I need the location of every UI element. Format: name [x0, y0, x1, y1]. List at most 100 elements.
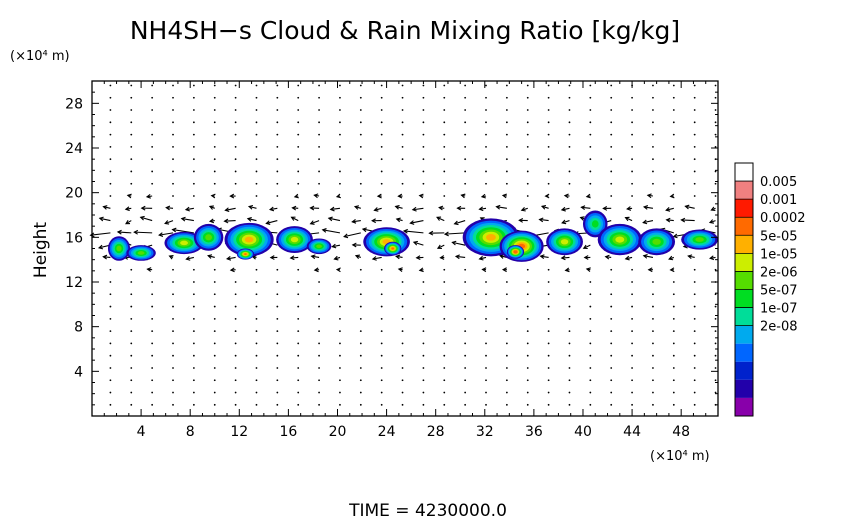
- wind-dot: [464, 305, 467, 308]
- wind-dot: [255, 281, 258, 283]
- wind-dot: [610, 367, 613, 369]
- wind-dot: [380, 317, 383, 320]
- wind-arrow: [352, 220, 361, 223]
- wind-dot: [255, 330, 258, 333]
- wind-dot: [109, 84, 112, 87]
- wind-dot: [130, 158, 133, 161]
- y-axis-unit: (×10⁴ m): [10, 49, 70, 64]
- y-tick-label: 16: [65, 230, 83, 246]
- wind-arrowhead: [395, 254, 401, 260]
- cloud-cell: [107, 236, 131, 261]
- wind-dot: [610, 133, 613, 136]
- wind-dot: [380, 121, 383, 124]
- cloud-contour: [205, 234, 213, 241]
- x-tick-label: 48: [672, 424, 690, 440]
- wind-dot: [568, 293, 571, 296]
- wind-dot: [255, 158, 258, 161]
- wind-dot: [109, 109, 112, 111]
- wind-dot: [568, 84, 571, 87]
- wind-dot: [234, 182, 237, 185]
- wind-dot: [276, 330, 279, 333]
- wind-arrow: [248, 205, 257, 209]
- wind-dot: [192, 330, 195, 333]
- wind-dot: [631, 182, 633, 185]
- wind-dot: [151, 293, 154, 296]
- wind-dot: [652, 109, 654, 111]
- wind-dot: [547, 170, 550, 173]
- wind-dot: [505, 133, 508, 136]
- wind-dot: [151, 109, 154, 111]
- wind-arrow: [562, 220, 570, 224]
- wind-arrowhead: [268, 206, 275, 212]
- wind-dot: [318, 403, 320, 406]
- wind-dot: [652, 391, 654, 394]
- wind-arrowhead: [495, 204, 501, 210]
- wind-dot: [276, 293, 279, 296]
- wind-dot: [568, 96, 571, 99]
- wind-dot: [213, 305, 216, 308]
- wind-arrowhead: [331, 243, 337, 249]
- wind-dot: [213, 170, 216, 173]
- wind-dot: [526, 342, 529, 345]
- wind-dot: [130, 379, 133, 382]
- cloud-contour: [485, 233, 496, 241]
- wind-dot: [109, 133, 112, 136]
- wind-dot: [318, 330, 320, 333]
- wind-dot: [714, 268, 717, 271]
- wind-dot: [526, 121, 529, 124]
- wind-dot: [610, 342, 613, 345]
- wind-arrow: [140, 216, 153, 222]
- wind-dot: [485, 391, 487, 394]
- colorbar-swatch: [735, 397, 753, 416]
- colorbar-swatch: [735, 325, 753, 344]
- wind-dot: [631, 145, 633, 148]
- wind-dot: [589, 84, 592, 87]
- wind-dot: [318, 158, 320, 161]
- wind-dot: [652, 158, 654, 161]
- wind-dot: [610, 293, 613, 296]
- wind-dot: [297, 96, 300, 99]
- wind-dot: [172, 293, 174, 296]
- wind-dot: [130, 96, 133, 99]
- wind-dot: [172, 170, 174, 173]
- wind-dot: [192, 195, 195, 197]
- wind-dot: [526, 96, 529, 99]
- wind-arrowhead: [561, 219, 567, 225]
- wind-dot: [568, 133, 571, 136]
- wind-dot: [505, 305, 508, 308]
- wind-dot: [464, 96, 467, 99]
- wind-dot: [693, 109, 696, 111]
- wind-arrow: [134, 231, 153, 234]
- wind-dot: [297, 158, 300, 161]
- wind-dot: [568, 342, 571, 345]
- wind-arrowhead: [560, 206, 566, 212]
- wind-arrowhead: [604, 254, 610, 260]
- wind-dot: [652, 379, 654, 382]
- wind-dot: [693, 84, 696, 87]
- wind-dot: [714, 391, 717, 394]
- wind-dot: [151, 403, 154, 406]
- wind-dot: [192, 317, 195, 320]
- wind-arrow: [181, 218, 194, 222]
- wind-dot: [109, 403, 112, 406]
- wind-dot: [485, 330, 487, 333]
- wind-arrow: [583, 244, 591, 249]
- wind-arrow: [270, 207, 278, 211]
- wind-dot: [547, 342, 550, 345]
- wind-arrowhead: [97, 244, 104, 250]
- wind-arrow: [404, 230, 424, 234]
- wind-dot: [192, 342, 195, 345]
- wind-dot: [255, 84, 258, 87]
- wind-arrowhead: [168, 255, 174, 260]
- wind-arrowhead: [680, 217, 686, 223]
- wind-dot: [672, 182, 675, 185]
- wind-dot: [339, 330, 341, 333]
- wind-dot: [631, 354, 633, 357]
- wind-arrowhead: [395, 217, 401, 223]
- wind-dot: [401, 391, 404, 394]
- wind-arrowhead: [456, 205, 462, 211]
- colorbar-label: 5e-05: [760, 229, 798, 244]
- wind-dot: [401, 403, 404, 406]
- wind-dot: [276, 379, 279, 382]
- wind-dot: [318, 367, 320, 369]
